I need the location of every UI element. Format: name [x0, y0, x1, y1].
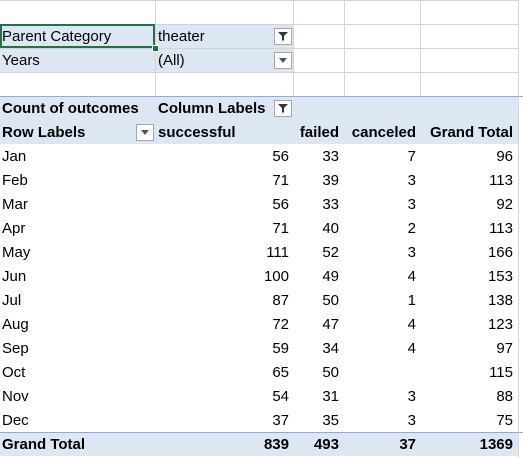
gridline-h	[0, 0, 518, 1]
cell-grand-total: 138	[487, 292, 513, 309]
column-labels-filter-button[interactable]	[274, 100, 292, 117]
cell-failed: 47	[322, 316, 339, 333]
total-top-border	[0, 432, 523, 433]
cell-failed: 40	[322, 220, 339, 237]
filter-label-years: Years	[2, 52, 40, 69]
cell-grand-total: 88	[496, 388, 513, 405]
header-band	[0, 96, 518, 144]
cell-failed: 39	[322, 172, 339, 189]
cell-failed: 33	[322, 196, 339, 213]
cell-canceled: 4	[407, 268, 416, 285]
cell-failed: 34	[322, 340, 339, 357]
cell-canceled: 1	[407, 292, 416, 309]
row-label: Feb	[2, 172, 28, 189]
total-canceled: 37	[399, 436, 416, 453]
cell-canceled: 4	[407, 340, 416, 357]
column-labels-header: Column Labels	[158, 100, 266, 117]
cell-failed: 31	[322, 388, 339, 405]
column-header-canceled: canceled	[351, 124, 416, 141]
chevron-down-icon	[279, 58, 287, 63]
filter-label-parent-category: Parent Category	[2, 28, 112, 45]
cell-successful: 37	[272, 412, 289, 429]
measure-label: Count of outcomes	[2, 100, 139, 117]
row-label: Sep	[2, 340, 29, 357]
cell-failed: 35	[322, 412, 339, 429]
cell-canceled: 7	[407, 148, 416, 165]
total-successful: 839	[263, 436, 289, 453]
cell-canceled: 3	[407, 196, 416, 213]
row-label: Apr	[2, 220, 26, 237]
cell-failed: 33	[322, 148, 339, 165]
column-header-grand-total: Grand Total	[429, 124, 513, 141]
total-band	[0, 432, 518, 456]
filter-dropdown-parent-category[interactable]	[274, 28, 292, 45]
row-label: Mar	[2, 196, 28, 213]
cell-canceled: 3	[407, 244, 416, 261]
gridline-h	[0, 48, 518, 49]
cell-canceled	[344, 361, 416, 385]
row-labels-dropdown-button[interactable]	[136, 124, 154, 141]
gridline-h	[0, 72, 518, 73]
row-label: May	[2, 244, 31, 261]
row-labels-header: Row Labels	[2, 124, 86, 141]
cell-canceled: 3	[407, 412, 416, 429]
cell-failed: 50	[322, 364, 339, 381]
cell-successful: 71	[272, 172, 289, 189]
cell-canceled: 3	[407, 172, 416, 189]
filter-funnel-icon	[278, 104, 288, 113]
gridline-v	[518, 0, 519, 458]
row-label: Nov	[2, 388, 29, 405]
column-header-failed: failed	[299, 124, 339, 141]
cell-canceled: 3	[407, 388, 416, 405]
cell-grand-total: 113	[489, 172, 513, 189]
cell-grand-total: 166	[487, 244, 513, 261]
chevron-down-icon	[141, 130, 149, 135]
cell-successful: 71	[272, 220, 289, 237]
row-label: Dec	[2, 412, 29, 429]
cell-canceled: 4	[407, 316, 416, 333]
selected-cell[interactable]	[0, 24, 155, 48]
row-label: Aug	[2, 316, 29, 333]
cell-grand-total: 75	[496, 412, 513, 429]
cell-grand-total: 96	[496, 148, 513, 165]
column-header-successful: successful	[158, 124, 236, 141]
filter-dropdown-years[interactable]	[274, 52, 292, 69]
filter-value-parent-category[interactable]: theater	[158, 28, 205, 45]
cell-failed: 50	[322, 292, 339, 309]
gridline-h	[0, 24, 518, 25]
total-grand-total: 1369	[479, 436, 513, 453]
row-label: Oct	[2, 364, 26, 381]
cell-successful: 72	[272, 316, 289, 333]
cell-successful: 59	[272, 340, 289, 357]
fill-handle[interactable]	[152, 45, 159, 52]
cell-successful: 56	[272, 196, 289, 213]
filter-funnel-icon	[278, 32, 288, 41]
cell-grand-total: 92	[496, 196, 513, 213]
grand-total-label: Grand Total	[2, 436, 86, 453]
cell-grand-total: 153	[487, 268, 513, 285]
cell-failed: 49	[322, 268, 339, 285]
cell-grand-total: 123	[487, 316, 513, 333]
header-top-border	[0, 96, 523, 97]
filter-value-years[interactable]: (All)	[158, 52, 185, 69]
total-failed: 493	[313, 436, 339, 453]
cell-successful: 100	[263, 268, 289, 285]
cell-grand-total: 113	[489, 220, 513, 237]
cell-failed: 52	[322, 244, 339, 261]
cell-successful: 87	[272, 292, 289, 309]
cell-successful: 56	[272, 148, 289, 165]
cell-grand-total: 97	[496, 340, 513, 357]
cell-successful: 54	[272, 388, 289, 405]
row-label: Jan	[2, 148, 27, 165]
cell-canceled: 2	[407, 220, 416, 237]
cell-successful: 65	[272, 364, 289, 381]
row-label: Jun	[2, 268, 27, 285]
cell-successful: 111	[266, 244, 289, 261]
row-label: Jul	[2, 292, 22, 309]
cell-grand-total: 115	[489, 364, 513, 381]
